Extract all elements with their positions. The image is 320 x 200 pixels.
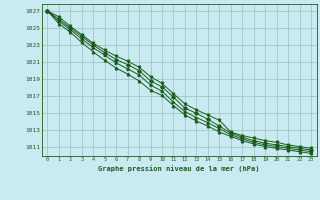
X-axis label: Graphe pression niveau de la mer (hPa): Graphe pression niveau de la mer (hPa) <box>99 165 260 172</box>
